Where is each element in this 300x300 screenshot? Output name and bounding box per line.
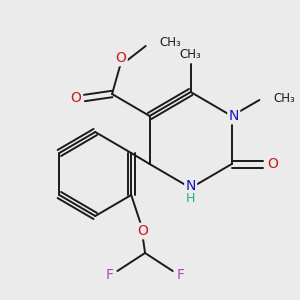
- Text: O: O: [70, 91, 81, 105]
- Text: H: H: [186, 191, 195, 205]
- Text: N: N: [229, 109, 239, 123]
- Text: CH₃: CH₃: [160, 35, 181, 49]
- Text: CH₃: CH₃: [273, 92, 295, 104]
- Text: O: O: [138, 224, 148, 238]
- Text: N: N: [185, 179, 196, 193]
- Text: CH₃: CH₃: [180, 47, 202, 61]
- Text: O: O: [116, 51, 126, 65]
- Text: F: F: [106, 268, 113, 282]
- Text: O: O: [267, 157, 278, 171]
- Text: F: F: [177, 268, 184, 282]
